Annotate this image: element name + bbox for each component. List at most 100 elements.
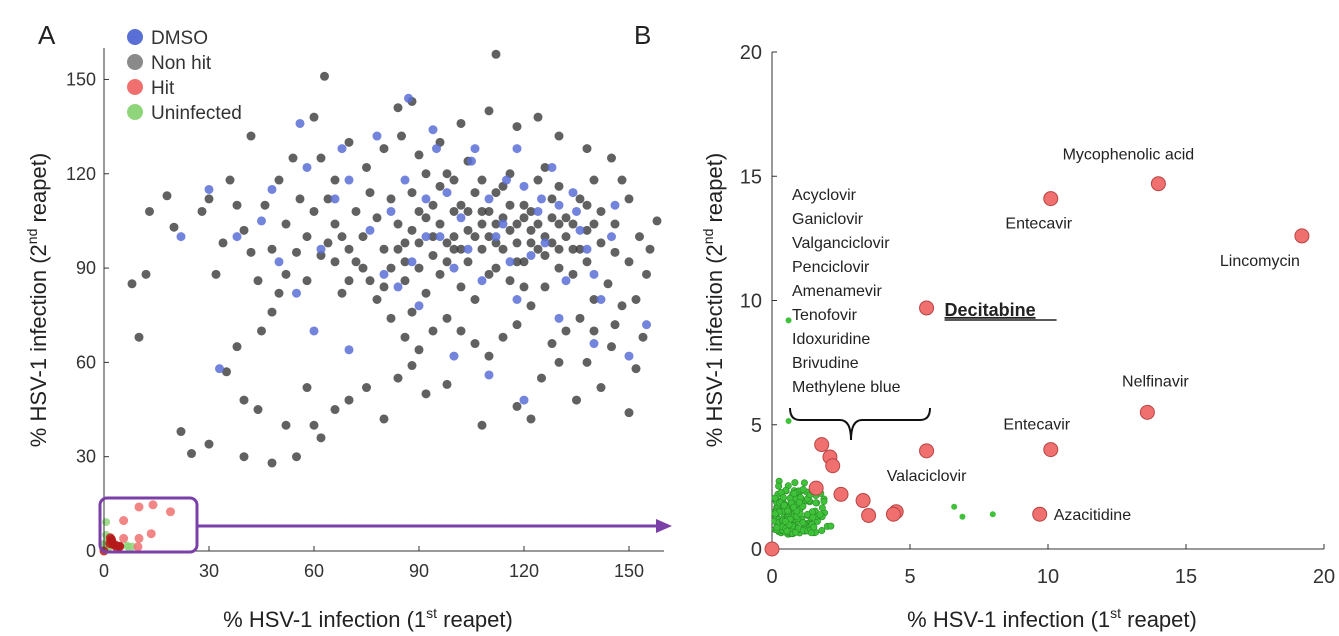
point-non-hit bbox=[463, 257, 473, 267]
point-uninfected bbox=[780, 501, 788, 509]
point-non-hit bbox=[561, 232, 571, 242]
panel-b-x-label: % HSV-1 infection (1st reapet) bbox=[907, 605, 1197, 632]
panel-b-y-label: % HSV-1 infection (2nd reapet) bbox=[700, 153, 727, 447]
point-non-hit bbox=[484, 206, 494, 216]
point-non-hit bbox=[428, 200, 438, 210]
point-non-hit bbox=[225, 175, 235, 185]
point-non-hit bbox=[624, 408, 634, 418]
point-non-hit bbox=[449, 232, 459, 242]
x-tick-label-a: 0 bbox=[99, 561, 109, 581]
point-non-hit bbox=[498, 332, 508, 342]
point-non-hit bbox=[330, 405, 340, 415]
point-dmso bbox=[607, 232, 616, 242]
point-non-hit bbox=[400, 238, 410, 248]
point-dmso bbox=[537, 194, 546, 204]
point-non-hit bbox=[498, 244, 508, 254]
point-non-hit bbox=[204, 439, 214, 449]
point-uninfected bbox=[818, 526, 826, 534]
point-non-hit bbox=[470, 295, 480, 304]
point-dmso bbox=[274, 257, 284, 267]
point-non-hit bbox=[351, 257, 361, 267]
point-non-hit bbox=[582, 144, 592, 154]
point-non-hit bbox=[624, 257, 634, 267]
point-non-hit bbox=[218, 238, 228, 248]
y-tick-label-b: 5 bbox=[751, 415, 762, 437]
point-non-hit bbox=[540, 162, 550, 172]
point-dmso bbox=[498, 219, 508, 229]
point-dmso bbox=[344, 345, 354, 355]
point-non-hit bbox=[484, 351, 494, 361]
point-non-hit bbox=[456, 118, 466, 128]
point-non-hit bbox=[519, 282, 529, 292]
point-non-hit bbox=[239, 452, 249, 462]
x-tick-label-b: 5 bbox=[904, 566, 915, 588]
point-non-hit bbox=[589, 219, 599, 229]
point-non-hit bbox=[316, 433, 326, 443]
point-non-hit bbox=[309, 206, 319, 216]
point-dmso bbox=[428, 125, 438, 135]
point-dmso bbox=[547, 162, 557, 172]
point-dmso bbox=[519, 395, 529, 405]
point-non-hit bbox=[323, 194, 333, 204]
point-dmso bbox=[519, 181, 529, 191]
point-dmso bbox=[467, 156, 476, 166]
point-dmso bbox=[292, 288, 301, 298]
point-dmso bbox=[337, 144, 347, 154]
point-hit bbox=[1043, 191, 1059, 207]
point-uninfected bbox=[791, 479, 799, 487]
point-non-hit bbox=[512, 257, 522, 267]
point-dmso bbox=[512, 144, 522, 154]
x-tick-label-a: 150 bbox=[614, 561, 644, 581]
bracket-list-item: Amenamevir bbox=[792, 283, 882, 300]
point-dmso bbox=[533, 206, 543, 216]
point-hit bbox=[833, 486, 849, 502]
legend-label: DMSO bbox=[151, 28, 208, 49]
point-dmso bbox=[295, 118, 305, 128]
point-non-hit bbox=[519, 213, 529, 223]
point-non-hit bbox=[519, 257, 529, 267]
y-tick-label-b: 20 bbox=[740, 42, 762, 64]
point-uninfected bbox=[989, 511, 996, 518]
point-uninfected bbox=[959, 513, 966, 520]
point-non-hit bbox=[292, 247, 301, 257]
panel-b: B 0 5 10 15 20 0 5 10 15 20 Mycophenolic acid Ente… bbox=[634, 20, 1335, 632]
panel-a-letter: A bbox=[38, 20, 56, 50]
point-non-hit bbox=[337, 288, 347, 298]
point-dmso bbox=[540, 238, 550, 248]
point-non-hit bbox=[512, 238, 522, 248]
point-non-hit bbox=[267, 307, 277, 317]
point-dmso bbox=[596, 295, 606, 304]
point-uninfected bbox=[816, 511, 824, 519]
bracket-list-item: Valganciclovir bbox=[792, 235, 890, 252]
point-hit bbox=[1294, 228, 1310, 244]
point-dmso bbox=[572, 206, 581, 216]
point-dmso bbox=[400, 175, 410, 185]
point-non-hit bbox=[561, 326, 571, 336]
point-non-hit bbox=[267, 458, 277, 468]
point-non-hit bbox=[222, 367, 231, 377]
legend-label: Non hit bbox=[151, 53, 212, 74]
point-label: Lincomycin bbox=[1220, 253, 1300, 270]
point-non-hit bbox=[449, 244, 459, 254]
point-non-hit bbox=[491, 49, 501, 59]
point-non-hit bbox=[512, 401, 522, 411]
point-non-hit bbox=[568, 219, 578, 229]
point-hit bbox=[808, 480, 824, 496]
point-label: Entecavir bbox=[1005, 216, 1072, 233]
point-non-hit bbox=[526, 225, 536, 235]
point-non-hit bbox=[421, 213, 431, 223]
point-uninfected bbox=[779, 494, 787, 502]
point-non-hit bbox=[442, 257, 452, 267]
point-non-hit bbox=[414, 206, 424, 216]
point-non-hit bbox=[239, 225, 249, 235]
point-uninfected bbox=[790, 490, 798, 498]
point-hit bbox=[134, 533, 144, 543]
point-non-hit bbox=[344, 137, 354, 147]
point-dmso bbox=[316, 244, 326, 254]
point-non-hit bbox=[281, 219, 291, 229]
point-dmso bbox=[505, 257, 515, 267]
point-non-hit bbox=[484, 269, 494, 279]
point-non-hit bbox=[652, 216, 662, 226]
point-non-hit bbox=[477, 175, 487, 185]
